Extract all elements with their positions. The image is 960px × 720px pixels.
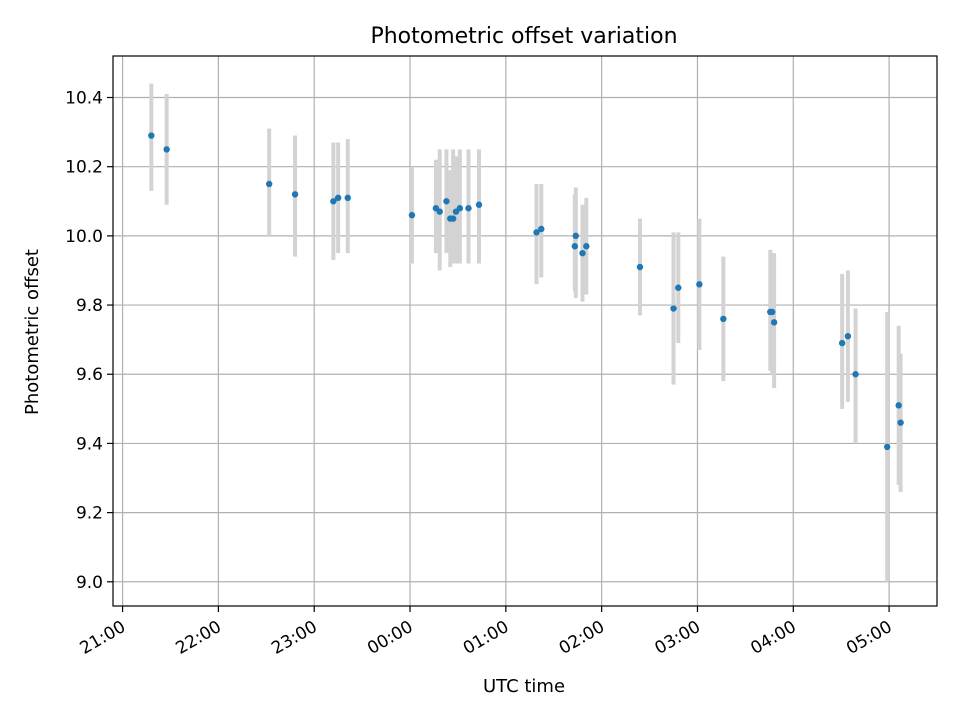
data-point <box>334 194 342 202</box>
data-point <box>583 243 590 250</box>
data-point <box>449 215 457 222</box>
data-point <box>265 180 273 188</box>
data-point <box>572 232 579 240</box>
data-point <box>148 132 155 139</box>
data-point <box>852 371 859 378</box>
data-point <box>696 281 703 288</box>
data-point <box>344 194 351 202</box>
data-point <box>533 229 540 236</box>
data-point <box>465 205 472 212</box>
data-point <box>883 443 891 451</box>
data-point <box>291 191 299 198</box>
data-point <box>895 402 902 409</box>
data-point <box>436 208 443 215</box>
data-points <box>148 132 904 451</box>
y-tick-label: 9.4 <box>76 434 103 454</box>
data-point <box>897 419 904 426</box>
data-point <box>456 205 464 212</box>
data-point <box>443 198 450 205</box>
y-tick-label: 9.0 <box>76 573 103 593</box>
data-point <box>408 211 416 219</box>
data-point <box>475 201 483 208</box>
y-tick-label: 10.4 <box>65 89 103 109</box>
grid <box>113 56 937 606</box>
data-point <box>838 339 846 347</box>
data-point <box>636 263 644 271</box>
data-point <box>720 315 727 323</box>
y-tick-label: 9.6 <box>76 365 103 385</box>
y-tick-label: 9.2 <box>76 504 103 524</box>
plot-frame <box>112 55 938 607</box>
chart-title: Photometric offset variation <box>370 24 677 49</box>
y-tick-label: 10.2 <box>65 158 103 178</box>
data-point <box>571 243 579 250</box>
y-tick-label: 9.8 <box>76 296 103 316</box>
data-point <box>770 319 778 326</box>
data-point <box>330 198 337 205</box>
y-ticks: 9.0 9.2 9.4 9.6 9.8 10.0 10.2 10.4 <box>65 89 113 593</box>
data-point <box>670 305 677 312</box>
y-tick-label: 10.0 <box>65 227 103 247</box>
data-point <box>163 146 170 153</box>
y-axis-label: Photometric offset <box>22 249 43 415</box>
data-point <box>675 284 682 291</box>
data-point <box>579 249 586 257</box>
x-axis-label: UTC time <box>483 676 565 697</box>
data-point <box>769 308 776 316</box>
data-point <box>538 225 545 233</box>
data-point <box>844 332 852 340</box>
